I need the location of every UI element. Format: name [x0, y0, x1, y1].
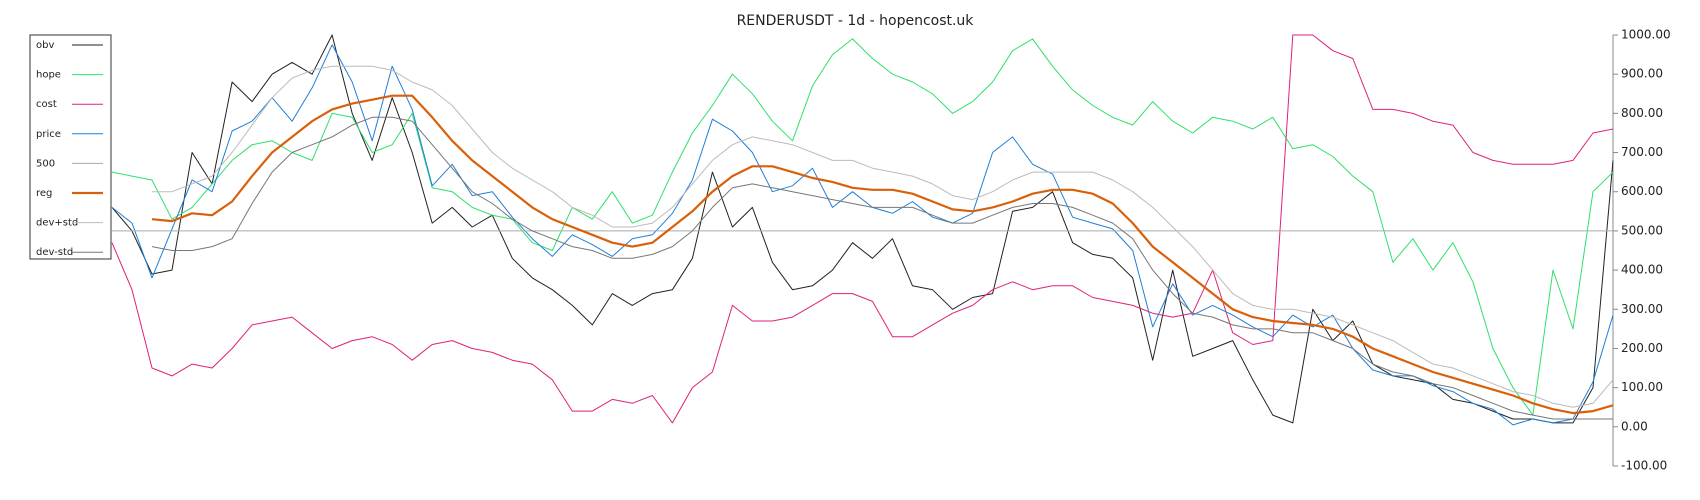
- series-line: [111, 34, 1614, 424]
- y-tick-label: 800.00: [1621, 106, 1663, 120]
- y-tick-label: 600.00: [1621, 184, 1663, 198]
- y-tick-label: 0.00: [1621, 419, 1648, 433]
- series-line: [111, 44, 1614, 426]
- y-tick-label: 400.00: [1621, 263, 1663, 277]
- series-line: [152, 65, 1614, 408]
- series-line: [111, 34, 1614, 424]
- y-tick-label: 100.00: [1621, 380, 1663, 394]
- legend-label: 500: [36, 158, 55, 169]
- y-tick-label: 500.00: [1621, 223, 1663, 237]
- legend-label: obv: [36, 40, 54, 51]
- y-tick-label: 1000.00: [1621, 28, 1671, 42]
- legend-box: [29, 34, 112, 260]
- legend-label: reg: [36, 188, 52, 199]
- series-line: [111, 38, 1614, 416]
- legend-label: dev-std: [36, 247, 73, 258]
- legend-label: hope: [36, 70, 61, 81]
- chart-title: RENDERUSDT - 1d - hopencost.uk: [737, 13, 975, 29]
- y-tick-label: 700.00: [1621, 145, 1663, 159]
- legend-label: price: [36, 129, 61, 140]
- y-tick-label: 900.00: [1621, 67, 1663, 81]
- series-line: [151, 116, 1613, 420]
- y-tick-label: 200.00: [1621, 341, 1663, 355]
- y-tick-label: 300.00: [1621, 302, 1663, 316]
- legend-label: dev+std: [36, 218, 78, 229]
- y-tick-label: -100.00: [1621, 459, 1667, 473]
- series-line: [151, 94, 1614, 415]
- legend-label: cost: [36, 99, 57, 110]
